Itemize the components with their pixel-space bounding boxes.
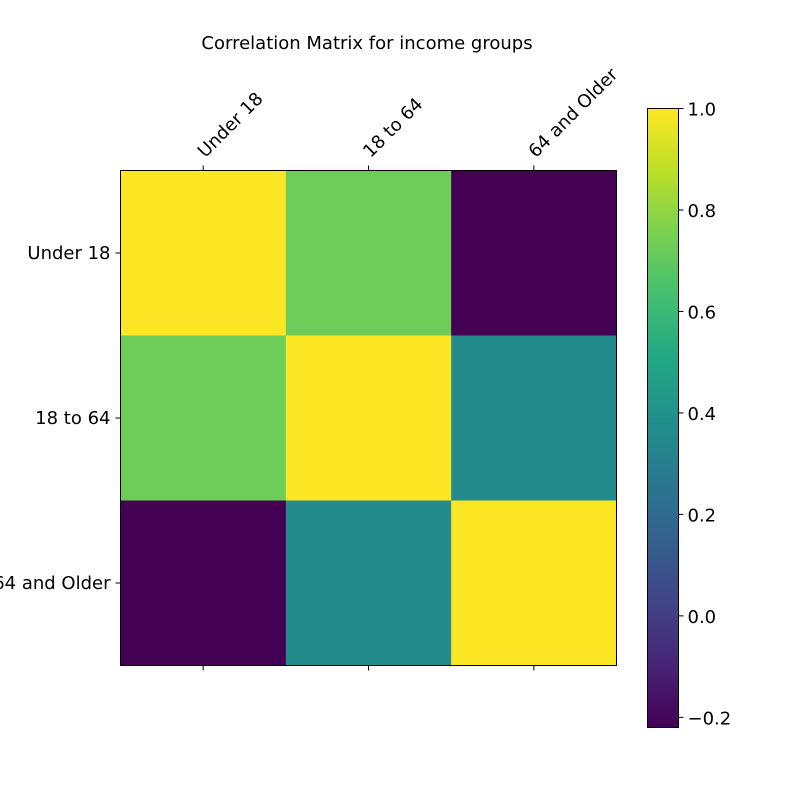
heatmap-cell <box>120 500 287 666</box>
heatmap-cells <box>120 170 617 666</box>
heatmap-cell <box>120 170 287 336</box>
y-axis-ticks: Under 18 18 to 64 64 and Older <box>0 243 121 594</box>
x-tick-label: 64 and Older <box>525 64 623 162</box>
colorbar-gradient <box>647 108 679 728</box>
colorbar-tick-label: 0.6 <box>688 302 717 323</box>
heatmap-cell <box>285 170 452 336</box>
heatmap-cell <box>451 500 617 666</box>
heatmap-cell <box>285 500 452 666</box>
heatmap-cell <box>285 335 452 501</box>
heatmap-cell <box>451 335 617 501</box>
colorbar: −0.2 0.0 0.2 0.4 0.6 0.8 1.0 <box>647 100 732 729</box>
x-tick-label: Under 18 <box>194 88 268 162</box>
colorbar-tick-label: 0.2 <box>688 505 717 526</box>
y-tick-label: 18 to 64 <box>35 408 110 429</box>
y-tick-label: Under 18 <box>27 243 110 264</box>
y-tick-label: 64 and Older <box>0 573 111 594</box>
colorbar-tick-label: 0.8 <box>688 201 717 222</box>
colorbar-tick-label: 0.0 <box>688 607 717 628</box>
heatmap-cell <box>120 335 287 501</box>
heatmap-cell <box>451 170 617 336</box>
colorbar-tick-label: −0.2 <box>688 708 732 729</box>
chart-title: Correlation Matrix for income groups <box>201 33 532 54</box>
colorbar-tick-label: 0.4 <box>688 404 717 425</box>
x-tick-label: 18 to 64 <box>359 94 427 162</box>
colorbar-tick-label: 1.0 <box>688 100 717 121</box>
